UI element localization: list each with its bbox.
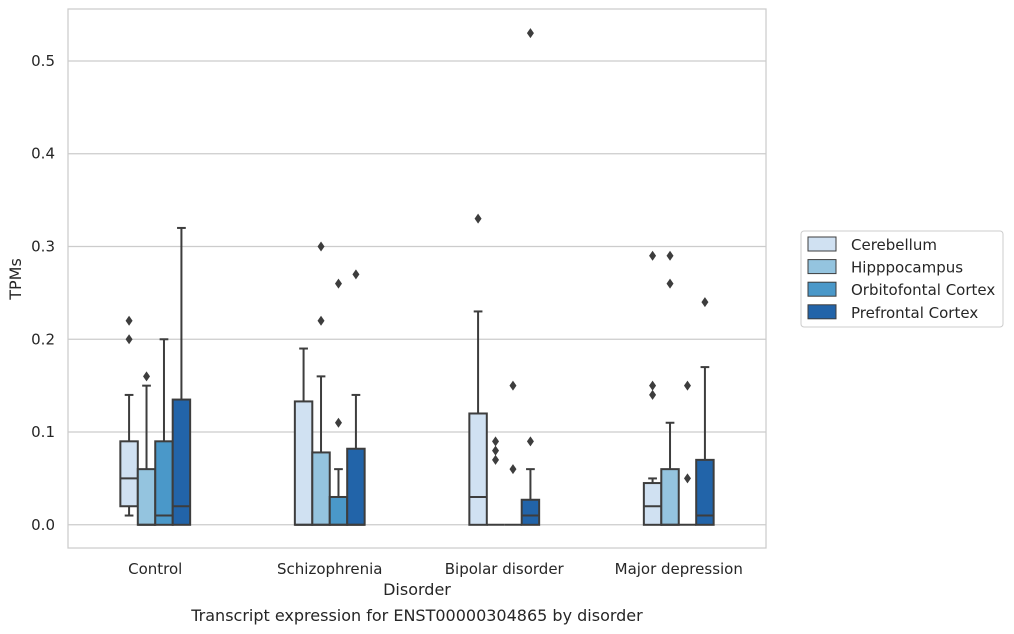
box-iqr <box>346 447 366 526</box>
legend-swatch <box>807 304 837 320</box>
y-tick-label: 0.5 <box>31 52 55 70</box>
outlier-point <box>492 445 500 456</box>
box-iqr <box>520 498 541 526</box>
box-iqr <box>154 440 174 526</box>
box-3-2 <box>678 380 697 526</box>
outlier-point <box>666 250 674 261</box>
outlier-point <box>125 315 133 326</box>
outlier-point <box>509 380 517 391</box>
outlier-point <box>526 28 534 39</box>
box-3-3 <box>695 297 715 526</box>
outlier-point <box>352 269 360 280</box>
outlier-point <box>666 278 674 289</box>
box-iqr <box>468 412 488 526</box>
x-tick-labels: Control Schizophrenia Bipolar disorder Majo… <box>128 560 743 578</box>
box-2-0 <box>468 213 488 526</box>
box-iqr <box>293 400 314 526</box>
outlier-point <box>125 334 133 345</box>
legend-label: Orbitofontal Cortex <box>851 281 995 299</box>
y-tick-labels: 0.0 0.1 0.2 0.3 0.4 0.5 <box>31 52 55 534</box>
outlier-point <box>683 473 691 484</box>
outlier-point <box>334 417 342 428</box>
x-tick-label: Bipolar disorder <box>445 560 565 578</box>
box-iqr <box>695 458 715 526</box>
legend-swatch <box>807 236 837 252</box>
box-iqr <box>171 398 192 526</box>
y-tick-label: 0.0 <box>31 516 55 534</box>
x-tick-label: Schizophrenia <box>277 560 382 578</box>
y-axis-label: TPMs <box>6 258 25 301</box>
box-1-1 <box>311 241 331 526</box>
box-iqr <box>660 468 680 526</box>
outlier-point <box>474 213 482 224</box>
outlier-point <box>683 380 691 391</box>
box-2-2 <box>504 380 522 526</box>
outlier-point <box>334 278 342 289</box>
box-iqr <box>136 468 157 526</box>
outlier-point <box>649 250 657 261</box>
legend-swatch <box>807 281 837 297</box>
x-tick-label: Major depression <box>615 560 743 578</box>
box-0-1 <box>136 371 157 526</box>
legend-label: Prefrontal Cortex <box>851 304 978 322</box>
legend: Cerebellum Hipppocampus Orbitofontal Corte… <box>800 230 1004 328</box>
box-iqr <box>311 451 331 526</box>
legend-swatch <box>807 259 837 275</box>
y-tick-label: 0.1 <box>31 423 55 441</box>
x-axis-label: Disorder <box>383 580 451 599</box>
outlier-point <box>317 241 325 252</box>
outlier-point <box>649 380 657 391</box>
box-1-2 <box>328 278 349 526</box>
box-1-3 <box>346 269 366 526</box>
y-tick-label: 0.3 <box>31 237 55 255</box>
y-tick-label: 0.4 <box>31 145 55 163</box>
outlier-point <box>701 297 709 308</box>
outlier-point <box>509 464 517 475</box>
outlier-point <box>649 389 657 400</box>
outlier-point <box>143 371 151 382</box>
legend-label: Cerebellum <box>851 236 937 254</box>
box-iqr <box>328 495 349 526</box>
outlier-point <box>317 315 325 326</box>
y-tick-label: 0.2 <box>31 330 55 348</box>
box-2-1 <box>486 436 505 526</box>
box-0-3 <box>171 226 192 526</box>
box-3-1 <box>660 250 680 526</box>
box-iqr <box>642 482 663 526</box>
outlier-point <box>526 436 534 447</box>
x-tick-label: Control <box>128 560 182 578</box>
legend-label: Hipppocampus <box>851 259 963 277</box>
boxes-layer <box>119 28 715 526</box>
chart-caption: Transcript expression for ENST0000030486… <box>191 606 643 625</box>
box-2-3 <box>520 28 541 526</box>
legend-frame <box>800 230 1004 328</box>
box-iqr <box>119 440 139 508</box>
outlier-point <box>492 454 500 465</box>
outlier-point <box>492 436 500 447</box>
